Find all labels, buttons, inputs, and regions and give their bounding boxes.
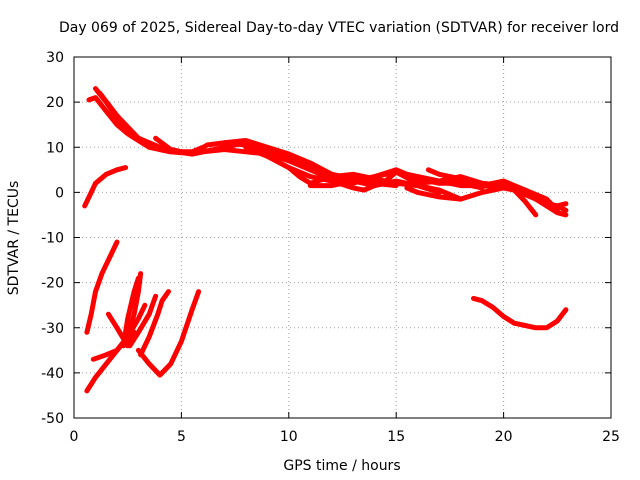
y-tick-label: -40 <box>41 366 64 382</box>
series-arc-low-1 <box>84 239 120 335</box>
series-arc-upper-left <box>82 165 129 209</box>
y-tick-label: -30 <box>41 321 64 337</box>
series-arc-late-3 <box>501 183 569 213</box>
x-axis-label: GPS time / hours <box>283 458 400 474</box>
x-tick-label: 10 <box>280 429 298 445</box>
series-arc-mid-6 <box>404 185 560 213</box>
series-arc-late-low <box>471 295 569 331</box>
x-tick-label: 0 <box>70 429 79 445</box>
y-tick-label: 0 <box>55 185 64 201</box>
x-tick-label: 15 <box>387 429 405 445</box>
y-tick-label: 20 <box>46 95 64 111</box>
x-tick-label: 20 <box>495 429 513 445</box>
series-arc-low-3 <box>90 271 144 362</box>
axis-ticks: 0 5 10 15 20 25 -50 -40 -30 -20 -10 0 10 20 30 <box>41 50 620 445</box>
data-series <box>82 86 569 394</box>
chart-title: Day 069 of 2025, Sidereal Day-to-day VTE… <box>59 20 619 36</box>
series-arc-low-7 <box>135 289 202 378</box>
x-tick-label: 5 <box>177 429 186 445</box>
y-tick-label: 10 <box>46 140 64 156</box>
series-arc-low-5 <box>120 275 141 349</box>
series-arc-low-8 <box>138 289 171 358</box>
y-tick-label: -10 <box>41 231 64 247</box>
y-tick-label: -50 <box>41 411 64 427</box>
x-tick-label: 25 <box>602 429 620 445</box>
series-arc-low-6 <box>127 293 159 349</box>
y-tick-label: 30 <box>46 50 64 66</box>
y-axis-label: SDTVAR / TECUs <box>6 181 22 296</box>
y-tick-label: -20 <box>41 276 64 292</box>
grid-lines <box>74 57 611 418</box>
